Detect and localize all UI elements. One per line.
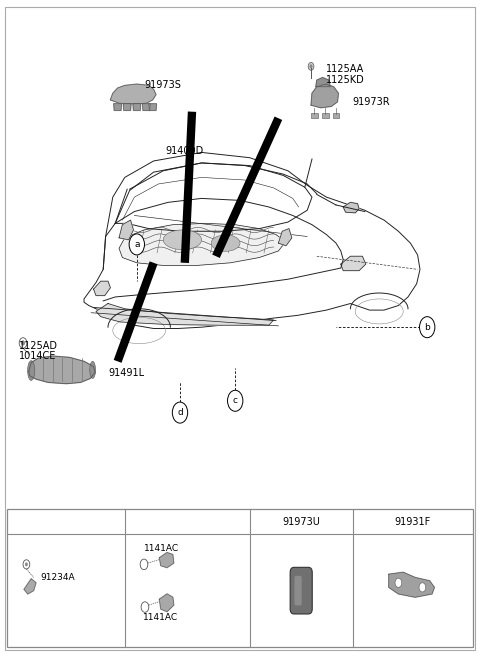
Circle shape xyxy=(25,562,28,566)
Polygon shape xyxy=(29,356,95,384)
FancyBboxPatch shape xyxy=(294,576,301,606)
Text: c: c xyxy=(259,517,264,526)
Text: d: d xyxy=(362,517,368,526)
Text: c: c xyxy=(233,396,238,405)
Text: b: b xyxy=(134,517,140,526)
Polygon shape xyxy=(159,594,174,612)
Ellipse shape xyxy=(211,235,240,252)
Polygon shape xyxy=(278,229,292,246)
Text: a: a xyxy=(134,240,140,249)
Polygon shape xyxy=(114,104,121,110)
Polygon shape xyxy=(133,104,141,110)
Circle shape xyxy=(13,514,25,530)
FancyBboxPatch shape xyxy=(290,567,312,614)
Polygon shape xyxy=(143,104,150,110)
Text: 1125KD: 1125KD xyxy=(326,75,365,85)
Text: 1141AC: 1141AC xyxy=(144,543,179,553)
Text: 1141AC: 1141AC xyxy=(143,613,178,622)
Circle shape xyxy=(131,514,143,530)
Polygon shape xyxy=(110,84,156,104)
Text: 91973R: 91973R xyxy=(353,97,390,107)
Polygon shape xyxy=(119,223,286,265)
Text: b: b xyxy=(424,323,430,332)
Circle shape xyxy=(420,317,435,338)
Circle shape xyxy=(308,62,314,70)
Polygon shape xyxy=(123,104,131,110)
Text: 1125AA: 1125AA xyxy=(326,64,365,74)
Text: 1014CE: 1014CE xyxy=(19,351,57,361)
Text: d: d xyxy=(177,408,183,417)
Text: a: a xyxy=(17,517,22,526)
Text: 91973U: 91973U xyxy=(282,516,320,527)
Circle shape xyxy=(395,578,402,587)
Ellipse shape xyxy=(90,361,96,378)
Polygon shape xyxy=(159,553,174,568)
Bar xyxy=(7,509,473,647)
Polygon shape xyxy=(311,84,338,108)
Circle shape xyxy=(419,583,426,592)
Polygon shape xyxy=(316,78,330,87)
Ellipse shape xyxy=(28,361,35,380)
Bar xyxy=(322,113,329,118)
Circle shape xyxy=(21,340,25,346)
Text: 91931F: 91931F xyxy=(395,516,431,527)
Polygon shape xyxy=(149,104,156,110)
Polygon shape xyxy=(94,281,110,296)
Polygon shape xyxy=(119,220,133,240)
Text: 91400D: 91400D xyxy=(166,146,204,156)
Circle shape xyxy=(310,64,312,68)
Polygon shape xyxy=(24,579,36,594)
Text: 91234A: 91234A xyxy=(41,573,75,582)
Text: 91491L: 91491L xyxy=(108,368,144,378)
Ellipse shape xyxy=(163,230,202,250)
Bar xyxy=(311,113,318,118)
Text: 1125AD: 1125AD xyxy=(19,341,58,351)
Circle shape xyxy=(359,514,371,530)
Polygon shape xyxy=(341,256,366,271)
Text: 91973S: 91973S xyxy=(145,80,181,91)
Bar xyxy=(333,113,339,118)
Circle shape xyxy=(228,390,243,411)
Polygon shape xyxy=(96,304,274,325)
Polygon shape xyxy=(343,202,359,213)
Circle shape xyxy=(172,402,188,423)
Polygon shape xyxy=(389,572,434,597)
Circle shape xyxy=(129,234,144,255)
Circle shape xyxy=(256,514,267,530)
